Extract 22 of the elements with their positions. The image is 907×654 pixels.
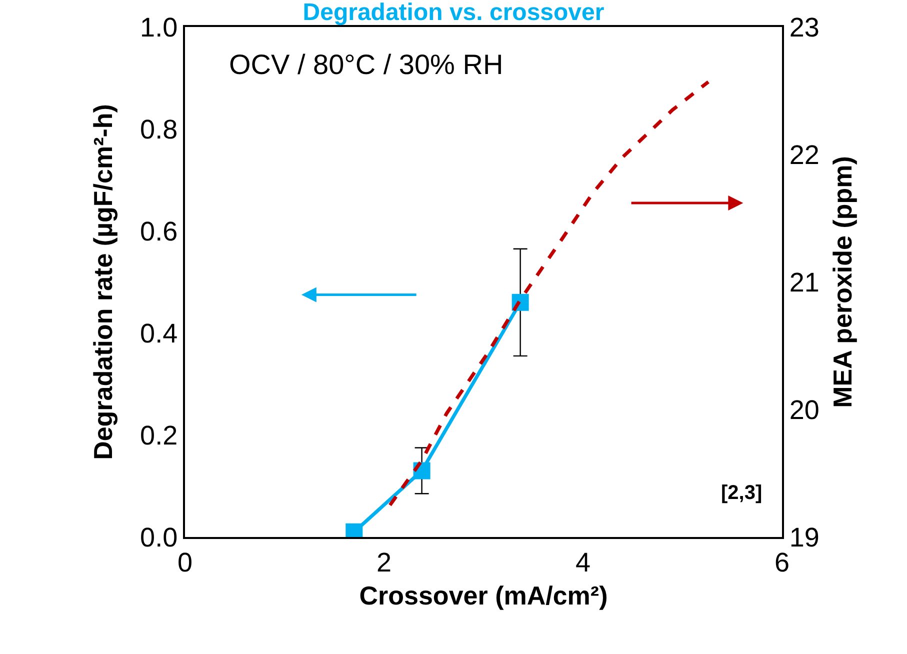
y-tick-label: 0.4 <box>140 318 178 348</box>
y-tick-label: 0.8 <box>140 114 178 144</box>
y-tick-label: 1.0 <box>140 12 178 42</box>
x-axis-title: Crossover (mA/cm²) <box>359 580 608 611</box>
x-tick-label: 2 <box>376 547 392 578</box>
annotation: OCV / 80°C / 30% RH <box>229 49 504 80</box>
y2-axis-title: MEA peroxide (ppm) <box>828 156 858 408</box>
y2-tick-label: 23 <box>789 12 820 42</box>
y-axis-title: Degradation rate (µgF/cm²-h) <box>88 104 118 460</box>
line-series <box>388 80 710 507</box>
y2-tick-label: 22 <box>789 140 820 170</box>
y2-tick-label: 19 <box>789 522 820 552</box>
x-tick-label: 0 <box>177 547 193 578</box>
y-tick-label: 0.0 <box>140 522 178 552</box>
x-tick-label: 6 <box>774 547 790 578</box>
y2-tick-label: 21 <box>789 267 820 298</box>
y-tick-label: 0.6 <box>140 216 178 246</box>
chart-title: Degradation vs. crossover <box>302 0 604 26</box>
x-tick-label: 4 <box>575 547 591 578</box>
y2-tick-label: 20 <box>789 394 820 425</box>
annotation: [2,3] <box>721 482 762 504</box>
y-tick-label: 0.2 <box>140 420 178 450</box>
